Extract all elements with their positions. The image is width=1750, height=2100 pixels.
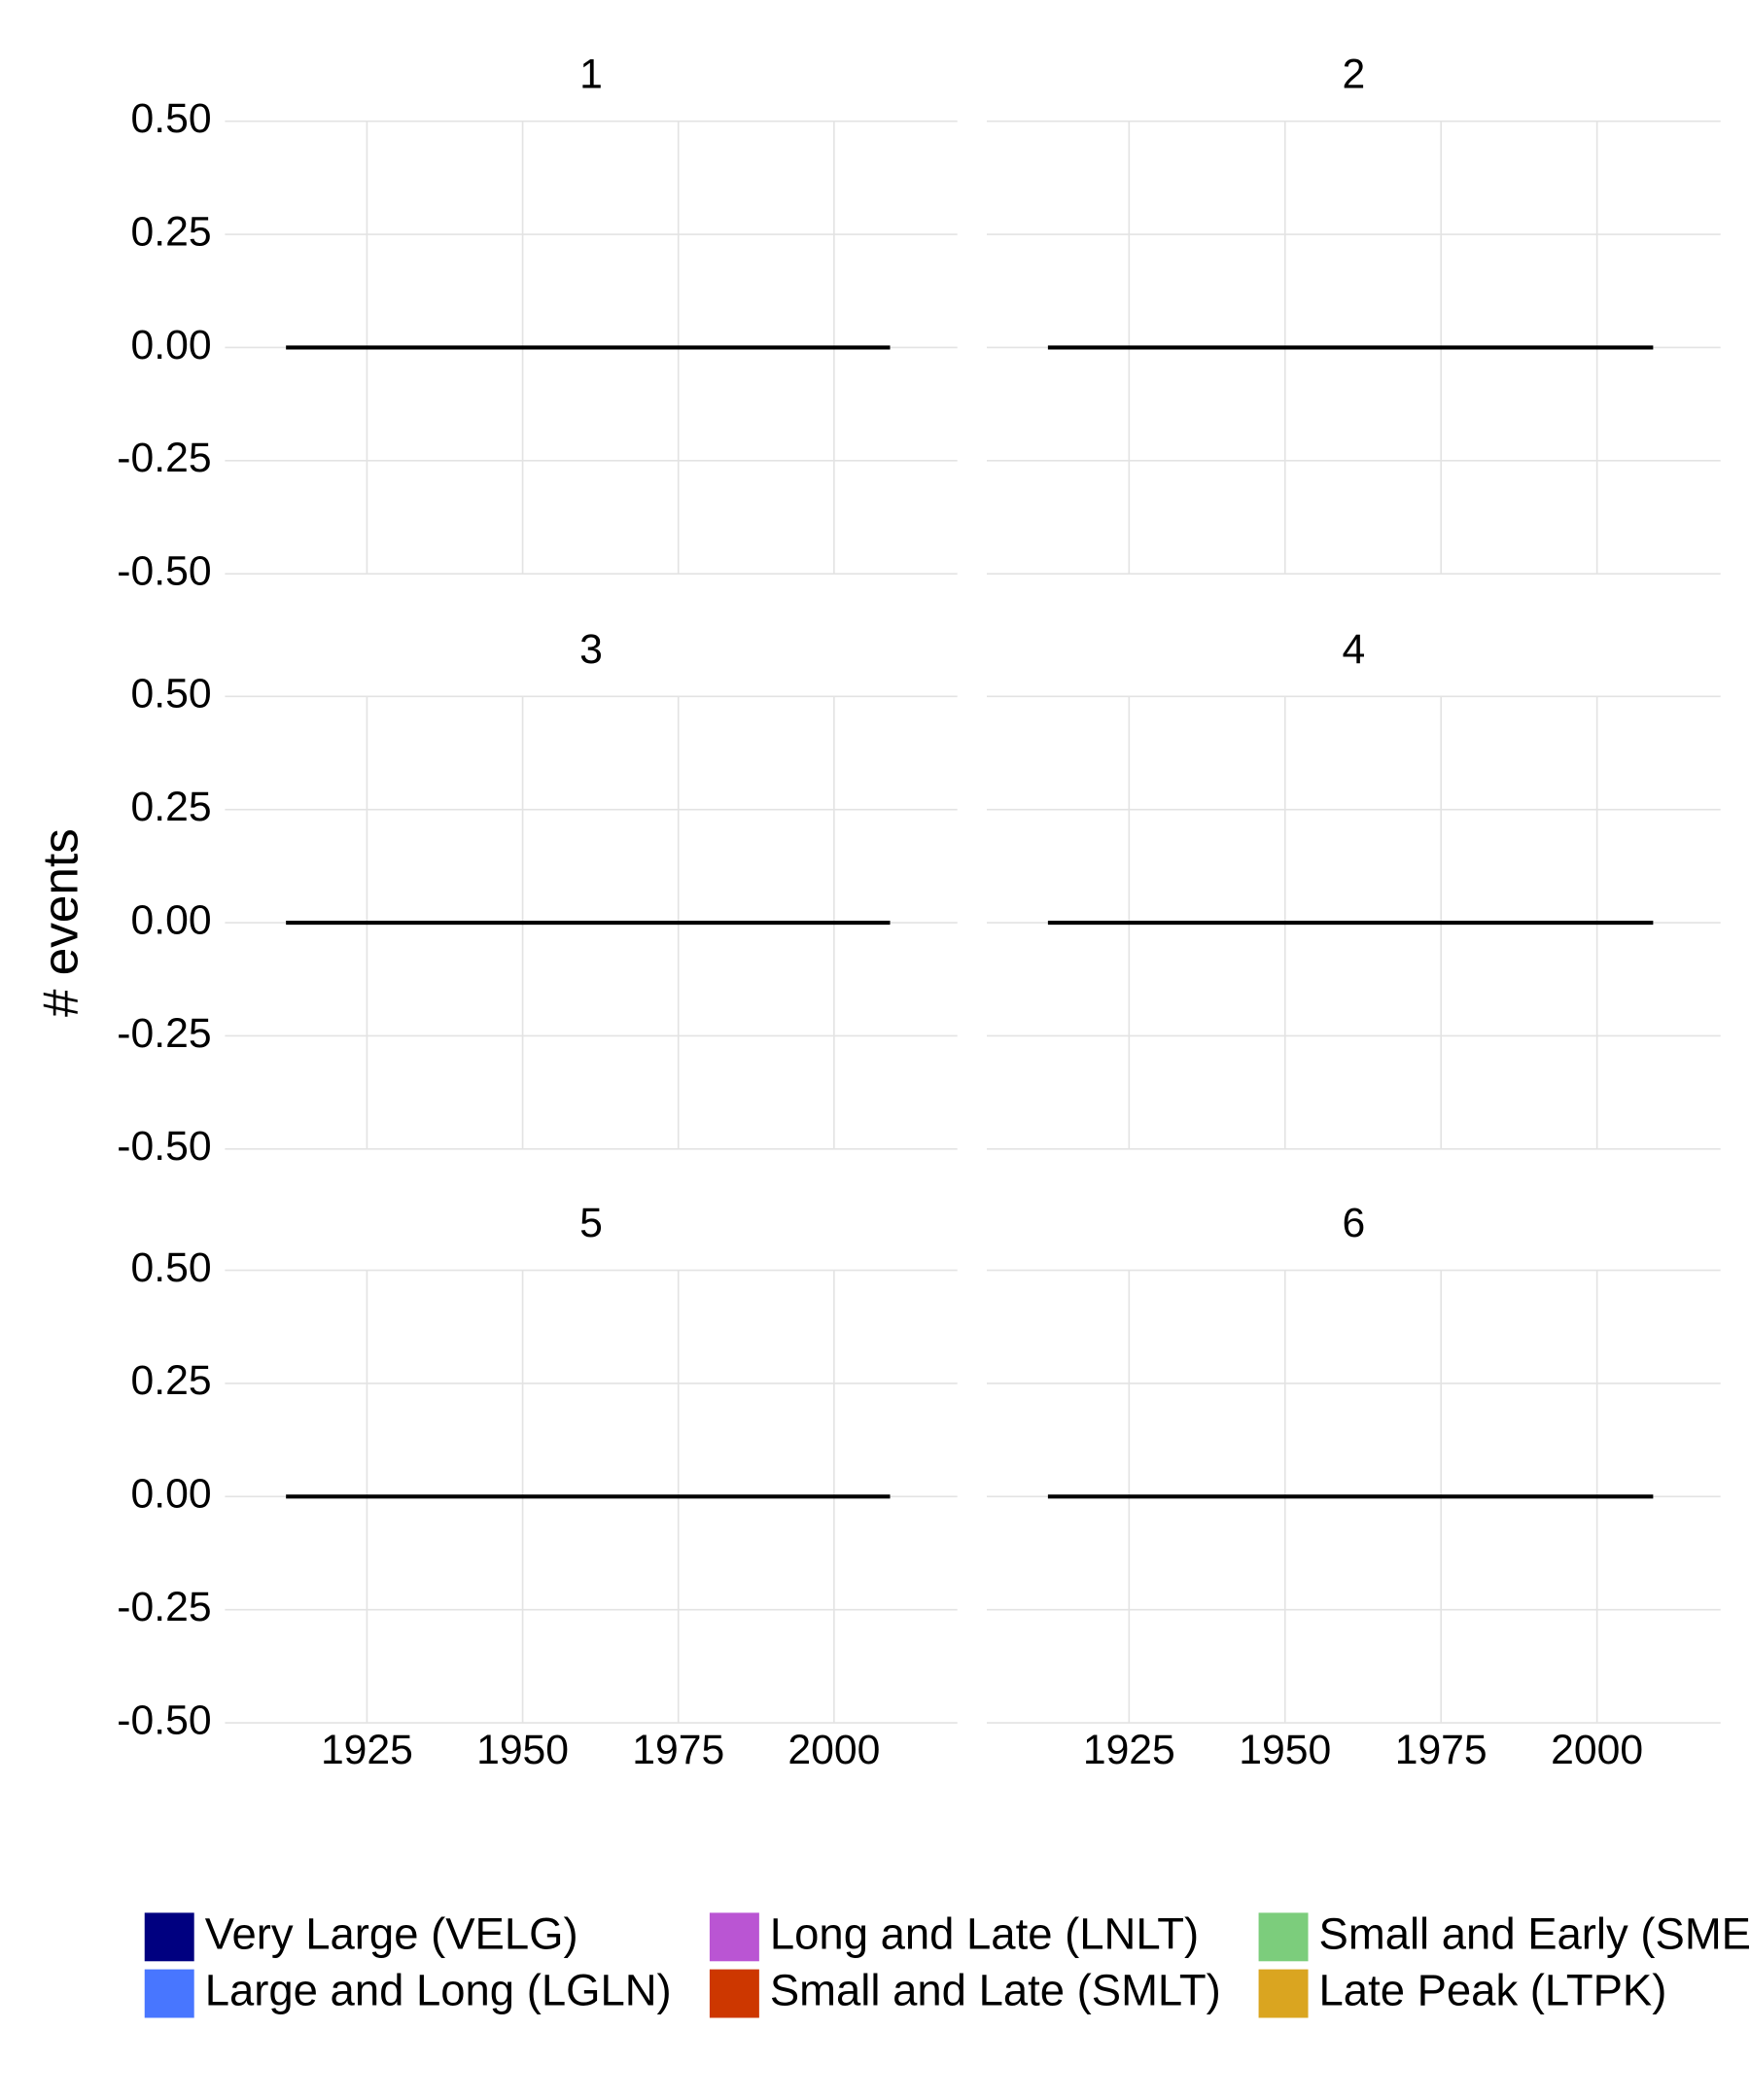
facet-title: 3 xyxy=(579,626,603,673)
y-axis-label: # events xyxy=(33,828,88,1017)
y-tick-label: 0.00 xyxy=(131,322,212,368)
y-tick-label: 0.50 xyxy=(131,671,212,718)
x-tick-label: 2000 xyxy=(1551,1727,1643,1773)
legend-label: Long and Late (LNLT) xyxy=(770,1908,1199,1958)
y-tick-label: 0.50 xyxy=(131,95,212,142)
y-tick-label: -0.50 xyxy=(117,1697,211,1743)
facet-title: 4 xyxy=(1342,626,1365,673)
y-tick-label: 0.00 xyxy=(131,896,212,943)
x-tick-label: 1925 xyxy=(1083,1727,1175,1773)
facet-title: 5 xyxy=(579,1200,603,1246)
y-tick-label: 0.25 xyxy=(131,784,212,830)
y-tick-label: -0.25 xyxy=(117,1584,211,1630)
x-tick-label: 1975 xyxy=(1395,1727,1488,1773)
legend-swatch xyxy=(1258,1969,1309,2018)
facet-title: 1 xyxy=(579,51,603,97)
legend-label: Small and Early (SME xyxy=(1319,1908,1750,1958)
legend-swatch xyxy=(1258,1912,1309,1962)
y-tick-label: 0.25 xyxy=(131,208,212,255)
legend-swatch xyxy=(709,1969,759,2018)
y-tick-label: -0.25 xyxy=(117,1010,211,1057)
legend-label: Small and Late (SMLT) xyxy=(770,1966,1221,2015)
y-tick-label: 0.50 xyxy=(131,1244,212,1291)
y-tick-label: -0.50 xyxy=(117,547,211,594)
x-tick-label: 1950 xyxy=(476,1727,569,1773)
facet-title: 2 xyxy=(1342,51,1365,97)
legend-swatch xyxy=(144,1912,194,1962)
facet-title: 6 xyxy=(1342,1200,1365,1246)
y-tick-label: 0.00 xyxy=(131,1471,212,1518)
legend-swatch xyxy=(709,1912,759,1962)
y-tick-label: -0.50 xyxy=(117,1123,211,1170)
legend-swatch xyxy=(144,1969,194,2018)
legend-label: Very Large (VELG) xyxy=(205,1908,578,1958)
legend-label: Late Peak (LTPK) xyxy=(1319,1966,1667,2015)
y-tick-label: 0.25 xyxy=(131,1357,212,1404)
x-tick-label: 1975 xyxy=(632,1727,724,1773)
x-tick-label: 1925 xyxy=(321,1727,413,1773)
x-tick-label: 1950 xyxy=(1239,1727,1331,1773)
y-tick-label: -0.25 xyxy=(117,435,211,481)
x-tick-label: 2000 xyxy=(788,1727,880,1773)
legend-label: Large and Long (LGLN) xyxy=(205,1966,672,2015)
